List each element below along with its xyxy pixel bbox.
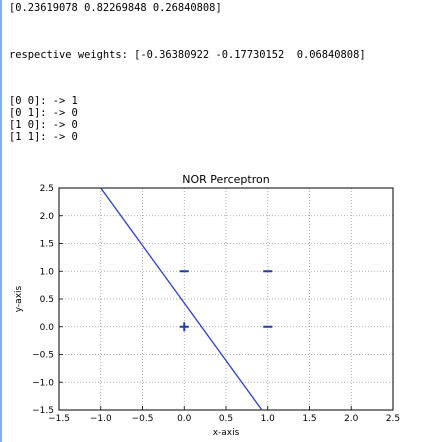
y-tick-label: 0.0: [40, 323, 55, 333]
prediction-line: [1 0]: -> 0: [9, 119, 78, 131]
x-tick-label: 2.5: [386, 414, 400, 424]
y-axis-label: y-axis: [14, 285, 24, 312]
x-tick-label: 2.0: [344, 414, 359, 424]
y-tick-label: 2.5: [40, 184, 54, 194]
x-tick-label: 0.0: [177, 414, 192, 424]
y-tick-label: 1.5: [40, 240, 54, 250]
x-tick-label: 1.0: [261, 414, 276, 424]
chart-title: NOR Perceptron: [182, 173, 269, 186]
prediction-line: [0 0]: -> 1: [9, 95, 78, 107]
x-tick-label: 1.5: [302, 414, 316, 424]
y-tick-label: 0.5: [40, 295, 54, 305]
x-axis: −1.5 −1.0 −0.5 0.0 0.5 1.0 1.5 2.0 2.5: [48, 406, 400, 424]
x-tick-label: −1.0: [90, 414, 112, 424]
prediction-line: [1 1]: -> 0: [9, 131, 78, 143]
y-tick-label: −1.0: [32, 378, 54, 388]
plus-marker: [179, 322, 189, 332]
y-tick-label: 1.0: [40, 267, 55, 277]
x-axis-label: x-axis: [213, 428, 240, 438]
y-axis: −1.5 −1.0 −0.5 0.0 0.5 1.0 1.5 2.0 2.5: [32, 184, 63, 416]
weights-output: [0.23619078 0.82269848 0.26840808]: [9, 2, 222, 14]
nor-perceptron-chart: NOR Perceptron −1.5 −1.0 −0.5 0.0 0.5 1.0 1.5 2…: [14, 173, 400, 438]
x-tick-label: −1.5: [48, 414, 70, 424]
respective-weights-output: respective weights: [-0.36380922 -0.1773…: [9, 49, 366, 61]
grid: [58, 187, 394, 411]
data-points: [179, 270, 273, 332]
y-tick-label: 2.0: [40, 212, 55, 222]
decision-boundary-line: [100, 187, 263, 411]
y-tick-label: −1.5: [32, 406, 54, 416]
y-tick-label: −0.5: [32, 351, 54, 361]
x-tick-label: 0.5: [219, 414, 233, 424]
x-tick-label: −0.5: [132, 414, 154, 424]
prediction-line: [0 1]: -> 0: [9, 107, 78, 119]
